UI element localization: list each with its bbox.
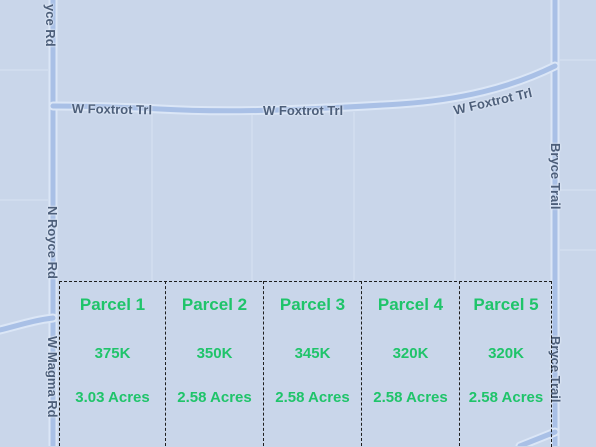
road-label-w-foxtrot-2: W Foxtrot Trl	[263, 103, 344, 118]
parcel-price: 375K	[94, 345, 131, 362]
parcel-price: 345K	[294, 345, 331, 362]
parcel-acres: 2.58 Acres	[177, 389, 252, 406]
parcel-name: Parcel 5	[473, 295, 539, 314]
road-label-bryce-top: Bryce Trail	[548, 143, 563, 210]
road-label-n-royce: N Royce Rd	[45, 206, 60, 279]
parcel-name: Parcel 3	[279, 295, 346, 314]
road-label-w-magma: W Magma Rd	[45, 336, 60, 418]
parcel-name: Parcel 1	[79, 295, 146, 314]
road-label-w-foxtrot-1: W Foxtrot Trl	[71, 101, 153, 118]
parcel-1[interactable]: Parcel 1 375K 3.03 Acres	[59, 281, 165, 446]
parcel-acres: 2.58 Acres	[468, 389, 544, 406]
parcel-acres: 2.58 Acres	[373, 389, 448, 406]
parcel-name: Parcel 4	[377, 295, 444, 314]
parcel-price: 320K	[392, 345, 429, 362]
parcel-price: 350K	[196, 345, 233, 362]
lot-lines	[0, 59, 596, 281]
parcel-4[interactable]: Parcel 4 320K 2.58 Acres	[361, 281, 459, 446]
parcel-acres: 2.58 Acres	[275, 389, 350, 406]
parcel-price: 320K	[488, 345, 524, 362]
parcel-acres: 3.03 Acres	[75, 389, 150, 406]
parcel-5[interactable]: Parcel 5 320K 2.58 Acres	[459, 281, 552, 446]
parcel-3[interactable]: Parcel 3 345K 2.58 Acres	[263, 281, 361, 446]
parcel-2[interactable]: Parcel 2 350K 2.58 Acres	[165, 281, 263, 446]
road-label-n-royce-top: yce Rd	[43, 4, 58, 47]
parcel-name: Parcel 2	[181, 295, 248, 314]
